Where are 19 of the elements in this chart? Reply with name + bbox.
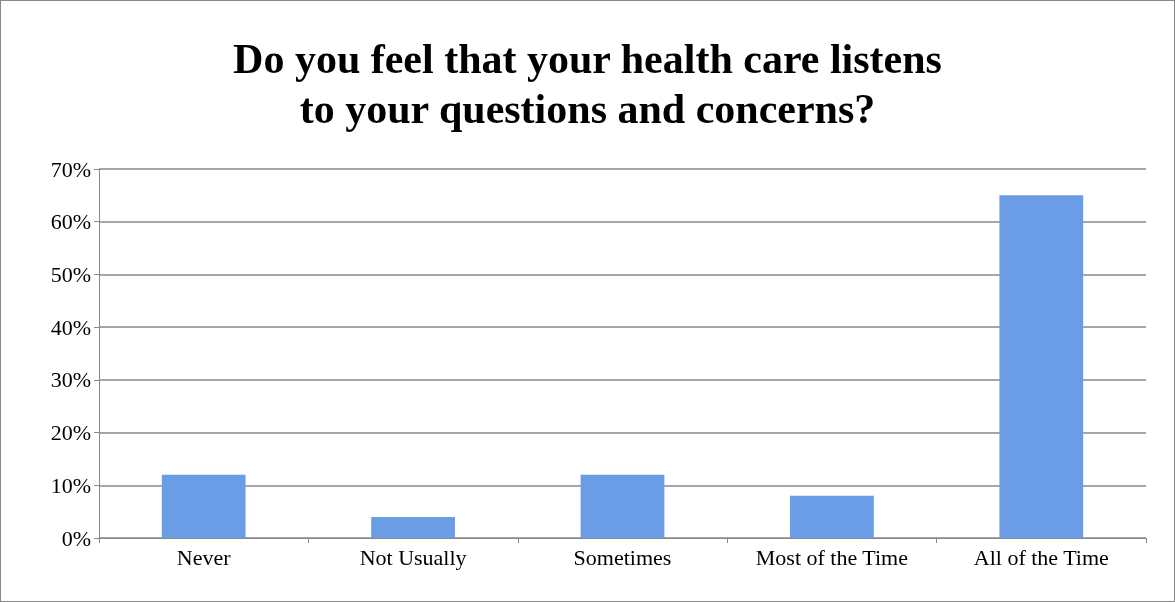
y-tick-label: 10%	[50, 472, 91, 498]
bar	[371, 516, 455, 538]
y-tick-label: 50%	[50, 261, 91, 287]
y-tick-label: 30%	[50, 367, 91, 393]
y-tick-label: 60%	[50, 209, 91, 235]
y-tick-label: 20%	[50, 420, 91, 446]
y-tick-label: 0%	[61, 525, 91, 551]
y-tick-label: 70%	[50, 156, 91, 182]
chart-title: Do you feel that your health care listens to your questions and concerns?	[233, 36, 942, 132]
x-tick-label: Never	[176, 544, 232, 570]
x-tick-label: Most of the Time	[755, 544, 908, 570]
x-tick-label: Sometimes	[573, 544, 672, 570]
bar	[999, 195, 1084, 538]
x-tick-label: Not Usually	[359, 544, 467, 570]
bar	[790, 495, 874, 538]
x-tick-label: All of the Time	[973, 544, 1109, 570]
y-tick-label: 40%	[50, 314, 91, 340]
bar	[580, 474, 665, 538]
bar	[161, 474, 246, 538]
